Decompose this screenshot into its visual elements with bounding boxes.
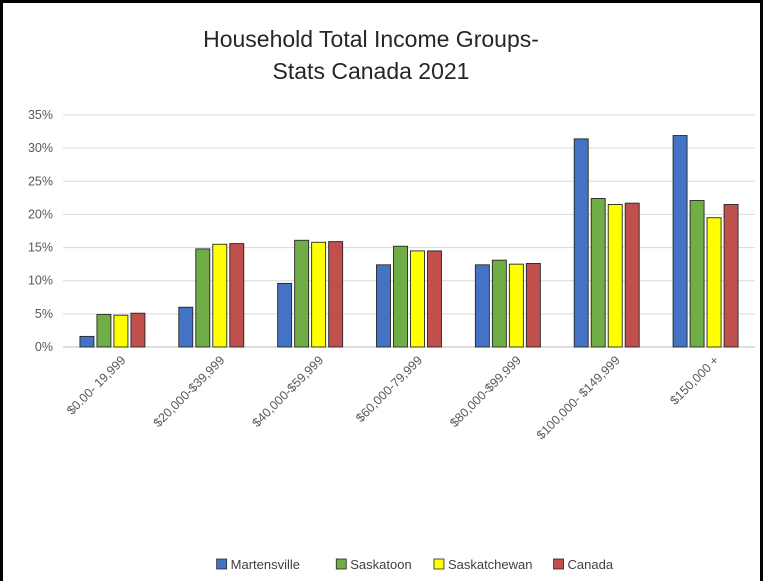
bar-canada	[130, 312, 146, 348]
x-tick-label: $60,000-79,999	[353, 353, 425, 425]
legend-swatch-saskatoon	[335, 558, 347, 570]
chart-title-line1: Household Total Income Groups-	[203, 26, 539, 52]
bar-martensville	[474, 264, 490, 348]
bar-saskatchewan	[607, 204, 623, 348]
y-tick-label: 15%	[28, 241, 53, 255]
x-tick-label: $0.00- 19,999	[64, 353, 128, 417]
bar-saskatchewan	[311, 241, 327, 348]
y-tick-label: 35%	[28, 108, 53, 122]
bar-martensville	[79, 335, 95, 348]
bar-martensville	[573, 138, 589, 348]
bar-martensville	[178, 306, 194, 348]
bars	[79, 135, 739, 348]
bar-martensville	[376, 264, 391, 348]
bar-saskatchewan	[410, 250, 425, 348]
x-tick-label: $80,000-$99,999	[447, 353, 524, 430]
bar-saskatoon	[195, 248, 211, 348]
bar-saskatoon	[294, 239, 310, 348]
bar-saskatchewan	[508, 263, 524, 348]
y-axis-ticks: 0% 5% 10% 15% 20% 25% 30% 35%	[28, 108, 53, 354]
bar-canada	[229, 243, 245, 348]
bar-saskatchewan	[706, 217, 722, 348]
legend: Martensville Saskatoon Saskatchewan Canada	[216, 557, 614, 572]
bar-chart: Household Total Income Groups- Stats Can…	[28, 26, 755, 572]
legend-swatch-saskatchewan	[433, 558, 445, 570]
legend-label-saskatchewan: Saskatchewan	[448, 557, 533, 572]
bar-canada	[525, 263, 541, 348]
y-tick-label: 30%	[28, 141, 53, 155]
legend-label-martensville: Martensville	[231, 557, 300, 572]
y-tick-label: 5%	[35, 307, 53, 321]
chart-title-line2: Stats Canada 2021	[273, 58, 470, 84]
y-tick-label: 25%	[28, 174, 53, 188]
x-tick-label: $100,000- $149,999	[534, 353, 623, 442]
legend-swatch-canada	[553, 558, 564, 570]
bar-canada	[427, 250, 442, 348]
bar-saskatchewan	[212, 243, 228, 348]
bar-martensville	[277, 282, 293, 348]
bar-canada	[624, 202, 640, 348]
y-tick-label: 20%	[28, 207, 53, 221]
bar-canada	[328, 241, 344, 348]
x-axis-ticks: $0.00- 19,999 $20,000-$39,999 $40,000-$59,…	[64, 353, 722, 442]
y-tick-label: 0%	[35, 340, 53, 354]
y-tick-label: 10%	[28, 274, 53, 288]
x-tick-label: $40,000-$59,999	[250, 353, 327, 430]
legend-swatch-martensville	[216, 558, 228, 570]
bar-saskatoon	[689, 200, 705, 348]
x-tick-label: $20,000-$39,999	[151, 353, 228, 430]
bar-saskatchewan	[113, 314, 129, 348]
legend-label-saskatoon: Saskatoon	[350, 557, 411, 572]
bar-martensville	[672, 135, 688, 348]
bar-saskatoon	[590, 198, 606, 348]
bar-saskatoon	[491, 259, 507, 348]
gridlines	[63, 114, 755, 348]
bar-saskatoon	[393, 245, 408, 348]
bar-canada	[723, 204, 739, 348]
x-tick-label: $150,000 +	[667, 353, 721, 407]
legend-label-canada: Canada	[568, 557, 614, 572]
bar-saskatoon	[96, 314, 112, 348]
